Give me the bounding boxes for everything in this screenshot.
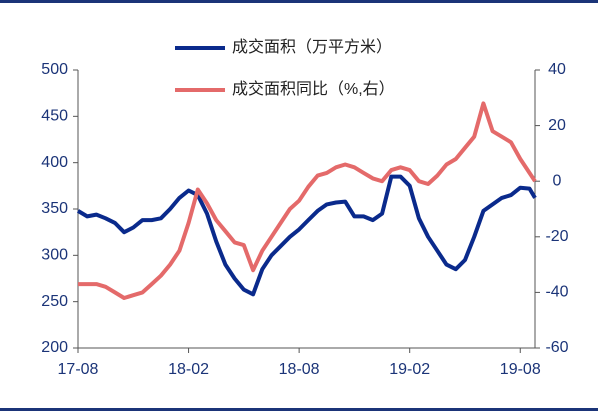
x-tick-label: 19-02	[389, 361, 430, 378]
y-tick-label: 250	[41, 293, 68, 310]
y-tick-label: 400	[41, 154, 68, 171]
top-border	[0, 0, 598, 3]
legend-label: 成交面积（万平方米）	[232, 38, 392, 56]
y2-tick-label: 40	[548, 61, 566, 78]
bottom-border	[0, 408, 598, 411]
y-tick-label: 200	[41, 339, 68, 356]
y-tick-label: 300	[41, 247, 68, 264]
y-tick-label: 350	[41, 200, 68, 217]
y-tick-label: 500	[41, 61, 68, 78]
series-line	[78, 101, 537, 300]
y2-tick-label: -40	[545, 284, 568, 301]
legend-label: 成交面积同比（%,右）	[232, 80, 395, 98]
x-tick-label: 17-08	[58, 361, 99, 378]
y-tick-label: 450	[41, 108, 68, 125]
y2-tick-label: 20	[548, 117, 566, 134]
y2-tick-label: -60	[545, 339, 568, 356]
x-tick-label: 19-08	[500, 361, 541, 378]
series-line	[76, 174, 537, 297]
x-tick-label: 18-08	[279, 361, 320, 378]
y2-tick-label: 0	[553, 172, 562, 189]
y2-tick-label: -20	[545, 228, 568, 245]
x-tick-label: 18-02	[168, 361, 209, 378]
